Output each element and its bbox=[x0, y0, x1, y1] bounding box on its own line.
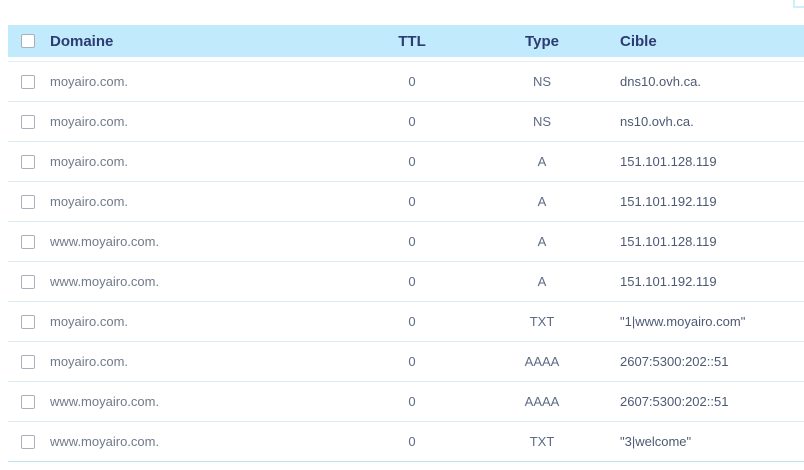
row-checkbox[interactable] bbox=[21, 74, 35, 89]
record-domain: moyairo.com. bbox=[50, 194, 129, 209]
record-ttl: 0 bbox=[408, 394, 416, 409]
record-type: TXT bbox=[529, 314, 555, 329]
record-domain: www.moyairo.com. bbox=[50, 234, 160, 249]
record-cible: "3|welcome" bbox=[620, 434, 692, 449]
row-checkbox-cell bbox=[8, 394, 50, 409]
record-domain: moyairo.com. bbox=[50, 114, 129, 129]
record-cible: 151.101.128.119 bbox=[620, 154, 717, 169]
record-cible: 151.101.128.119 bbox=[620, 234, 717, 249]
row-checkbox-cell bbox=[8, 274, 50, 289]
record-type: A bbox=[537, 274, 547, 289]
record-ttl: 0 bbox=[408, 74, 416, 89]
select-all-checkbox[interactable] bbox=[21, 34, 35, 48]
record-ttl: 0 bbox=[408, 434, 416, 449]
record-ttl: 0 bbox=[408, 154, 416, 169]
row-checkbox-cell bbox=[8, 114, 50, 129]
row-checkbox[interactable] bbox=[21, 154, 35, 169]
record-ttl: 0 bbox=[408, 234, 416, 249]
table-row[interactable]: moyairo.com. 0 NS dns10.ovh.ca. bbox=[8, 62, 804, 102]
row-checkbox-cell bbox=[8, 314, 50, 329]
record-ttl: 0 bbox=[408, 194, 416, 209]
dns-records-table: Domaine TTL Type Cible moyairo.com. 0 NS… bbox=[8, 25, 804, 462]
row-checkbox[interactable] bbox=[21, 234, 35, 249]
table-row[interactable]: www.moyairo.com. 0 TXT "3|welcome" bbox=[8, 422, 804, 462]
cropped-panel-corner bbox=[793, 0, 804, 8]
row-checkbox[interactable] bbox=[21, 314, 35, 329]
record-cible: dns10.ovh.ca. bbox=[620, 74, 701, 89]
record-cible: "1|www.moyairo.com" bbox=[620, 314, 746, 329]
table-header-row: Domaine TTL Type Cible bbox=[8, 25, 804, 57]
table-row[interactable]: moyairo.com. 0 A 151.101.192.119 bbox=[8, 182, 804, 222]
record-type: NS bbox=[532, 114, 552, 129]
record-domain: moyairo.com. bbox=[50, 154, 129, 169]
table-row[interactable]: moyairo.com. 0 A 151.101.128.119 bbox=[8, 142, 804, 182]
table-row[interactable]: moyairo.com. 0 NS ns10.ovh.ca. bbox=[8, 102, 804, 142]
row-checkbox[interactable] bbox=[21, 394, 35, 409]
row-checkbox[interactable] bbox=[21, 274, 35, 289]
header-checkbox-cell bbox=[8, 34, 50, 48]
row-checkbox-cell bbox=[8, 434, 50, 449]
row-checkbox[interactable] bbox=[21, 434, 35, 449]
row-checkbox[interactable] bbox=[21, 114, 35, 129]
column-header-domain: Domaine bbox=[50, 32, 114, 50]
record-type: AAAA bbox=[524, 354, 560, 369]
record-ttl: 0 bbox=[408, 114, 416, 129]
row-checkbox-cell bbox=[8, 234, 50, 249]
table-row[interactable]: www.moyairo.com. 0 AAAA 2607:5300:202::5… bbox=[8, 382, 804, 422]
record-cible: 2607:5300:202::51 bbox=[620, 354, 729, 369]
record-cible: 151.101.192.119 bbox=[620, 274, 717, 289]
table-row[interactable]: moyairo.com. 0 AAAA 2607:5300:202::51 bbox=[8, 342, 804, 382]
row-checkbox-cell bbox=[8, 354, 50, 369]
record-ttl: 0 bbox=[408, 274, 416, 289]
record-domain: moyairo.com. bbox=[50, 314, 129, 329]
record-domain: www.moyairo.com. bbox=[50, 274, 160, 289]
table-row[interactable]: www.moyairo.com. 0 A 151.101.192.119 bbox=[8, 262, 804, 302]
table-row[interactable]: moyairo.com. 0 TXT "1|www.moyairo.com" bbox=[8, 302, 804, 342]
record-domain: www.moyairo.com. bbox=[50, 394, 160, 409]
record-type: TXT bbox=[529, 434, 555, 449]
record-type: A bbox=[537, 154, 547, 169]
row-checkbox[interactable] bbox=[21, 354, 35, 369]
record-type: A bbox=[537, 234, 547, 249]
record-type: NS bbox=[532, 74, 552, 89]
row-checkbox[interactable] bbox=[21, 194, 35, 209]
record-domain: moyairo.com. bbox=[50, 354, 129, 369]
record-type: AAAA bbox=[524, 394, 560, 409]
table-row[interactable]: www.moyairo.com. 0 A 151.101.128.119 bbox=[8, 222, 804, 262]
record-cible: 151.101.192.119 bbox=[620, 194, 717, 209]
row-checkbox-cell bbox=[8, 74, 50, 89]
table-body: moyairo.com. 0 NS dns10.ovh.ca. moyairo.… bbox=[8, 61, 804, 462]
record-domain: moyairo.com. bbox=[50, 74, 129, 89]
record-domain: www.moyairo.com. bbox=[50, 434, 160, 449]
record-ttl: 0 bbox=[408, 314, 416, 329]
row-checkbox-cell bbox=[8, 154, 50, 169]
record-cible: 2607:5300:202::51 bbox=[620, 394, 729, 409]
column-header-cible: Cible bbox=[620, 32, 657, 50]
record-ttl: 0 bbox=[408, 354, 416, 369]
row-checkbox-cell bbox=[8, 194, 50, 209]
record-cible: ns10.ovh.ca. bbox=[620, 114, 694, 129]
column-header-type: Type bbox=[525, 32, 559, 50]
column-header-ttl: TTL bbox=[398, 32, 426, 50]
record-type: A bbox=[537, 194, 547, 209]
